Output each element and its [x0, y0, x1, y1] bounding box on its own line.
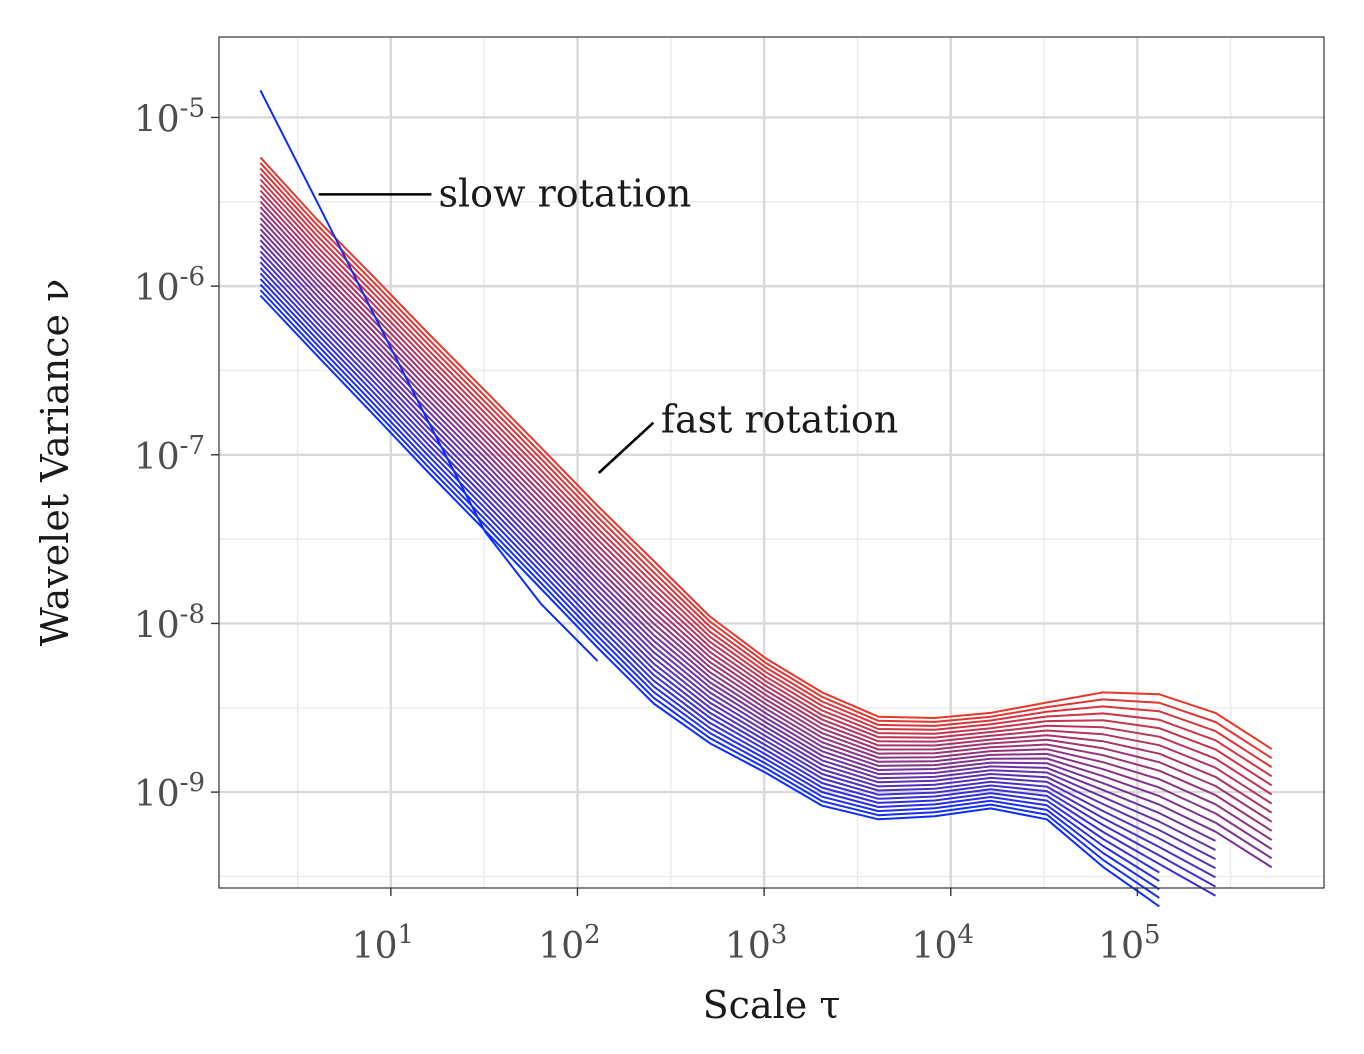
series-line — [259, 245, 1216, 860]
series-line — [259, 228, 1273, 869]
annotations: slow rotation fast rotation — [318, 171, 898, 474]
x-tick-label: 102 — [538, 920, 600, 967]
x-tick-label: 104 — [912, 920, 974, 967]
series-line — [259, 223, 1273, 860]
series-line — [259, 167, 1273, 769]
series-line — [259, 283, 1160, 891]
x-axis-ticks: 101 102 103 104 105 — [352, 888, 1161, 967]
x-axis-title: Scale τ — [703, 983, 841, 1027]
fast-rotation-leader — [597, 421, 655, 474]
slow-rotation-line — [259, 89, 599, 662]
series-line — [259, 261, 1216, 888]
fast-rotation-label: fast rotation — [661, 397, 898, 441]
y-tick-label: 10-8 — [134, 599, 205, 646]
series-lines — [259, 89, 1273, 908]
x-tick-label: 101 — [352, 920, 414, 967]
y-axis-ticks: 10-9 10-8 10-7 10-6 10-5 — [134, 93, 219, 815]
major-grid — [219, 37, 1324, 888]
series-line — [259, 178, 1273, 787]
series-line — [259, 211, 1273, 841]
minor-grid — [219, 37, 1324, 888]
series-line — [259, 256, 1216, 879]
y-tick-label: 10-7 — [134, 431, 205, 478]
panel-border — [218, 36, 1325, 889]
series-line — [259, 195, 1273, 814]
series-line — [259, 200, 1273, 823]
y-tick-label: 10-6 — [134, 262, 205, 309]
series-line — [259, 173, 1273, 778]
series-line — [259, 272, 1160, 874]
series-line — [259, 250, 1216, 870]
series-line — [259, 189, 1273, 805]
series-line — [259, 234, 1216, 842]
y-tick-label: 10-9 — [134, 768, 205, 815]
x-tick-label: 105 — [1098, 920, 1160, 967]
y-tick-label: 10-5 — [134, 93, 205, 140]
series-line — [259, 206, 1273, 832]
series-line — [259, 278, 1160, 882]
slow-rotation-label: slow rotation — [438, 171, 691, 215]
series-line — [259, 156, 1273, 750]
series-line — [259, 217, 1273, 850]
x-tick-label: 103 — [725, 920, 787, 967]
series-line — [259, 294, 1160, 908]
series-line — [259, 239, 1216, 851]
y-axis-title: Wavelet Variance ν — [33, 279, 77, 646]
series-line — [259, 267, 1216, 897]
series-line — [259, 184, 1273, 796]
series-line — [259, 289, 1160, 899]
series-line — [259, 162, 1273, 759]
